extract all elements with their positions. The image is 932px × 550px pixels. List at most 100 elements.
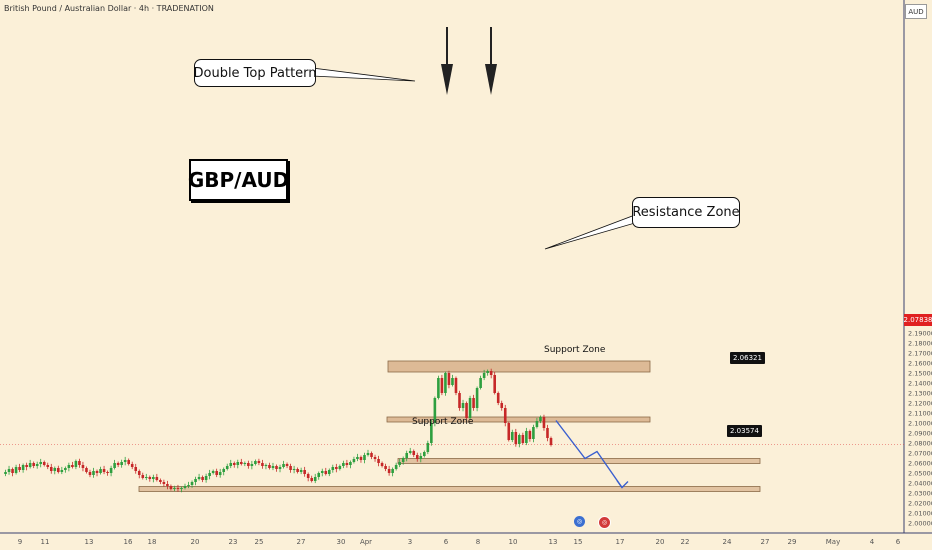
x-tick-label: 6: [444, 538, 449, 546]
top-arrow-head-0: [441, 64, 453, 95]
y-tick-label: 2.15000: [908, 370, 932, 378]
candle-body: [183, 486, 187, 488]
candle-body: [398, 462, 401, 465]
y-tick-label: 2.19000: [908, 330, 932, 338]
currency-label[interactable]: AUD: [905, 4, 927, 19]
chart-header-title: British Pound / Australian Dollar · 4h ·…: [4, 4, 214, 13]
candle-body: [49, 467, 53, 471]
y-tick-label: 2.17000: [908, 350, 932, 358]
candle-body: [363, 455, 366, 460]
candle-body: [440, 378, 444, 393]
double-top-callout[interactable]: Double Top Pattern: [193, 59, 317, 87]
candle-body: [243, 463, 247, 464]
x-tick-label: 18: [148, 538, 157, 546]
candle-body: [423, 452, 426, 456]
candle-body: [345, 463, 349, 465]
candle-body: [236, 462, 240, 465]
candle-body: [377, 459, 380, 463]
candle-body: [152, 477, 155, 479]
candle-body: [169, 486, 173, 489]
candle-body: [335, 467, 338, 469]
candle-body: [194, 479, 197, 482]
candle-body: [373, 457, 377, 459]
candle-body: [486, 371, 489, 373]
candle-body: [296, 469, 299, 472]
candle-body: [74, 461, 78, 467]
candle-body: [190, 482, 194, 485]
candle-body: [268, 465, 271, 468]
y-tick-label: 2.14000: [908, 380, 932, 388]
x-tick-label: 22: [681, 538, 690, 546]
candle-body: [518, 435, 521, 444]
candle-body: [130, 464, 134, 467]
candle-body: [187, 485, 190, 486]
candle-body: [356, 457, 359, 459]
candle-body: [472, 398, 475, 408]
zone-rect-0: [387, 360, 651, 373]
x-tick-label: 20: [656, 538, 665, 546]
candle-body: [166, 484, 169, 486]
candle-body: [342, 463, 345, 466]
candle-body: [539, 417, 542, 421]
candle-body: [496, 393, 500, 403]
candle-body: [546, 428, 549, 438]
candle-body: [532, 427, 535, 439]
candle-body: [222, 469, 226, 472]
x-tick-label: 29: [788, 538, 797, 546]
flag-us-icon[interactable]: ◎: [574, 516, 585, 527]
candle-body: [78, 461, 81, 465]
candle-body: [549, 438, 553, 445]
flag-au-icon[interactable]: ◎: [598, 516, 611, 529]
candle-body: [67, 465, 71, 468]
candle-body: [500, 403, 504, 408]
candle-body: [32, 463, 35, 466]
candle-body: [447, 373, 451, 385]
y-tick-label: 2.11000: [908, 410, 932, 418]
candle-body: [331, 467, 335, 470]
candle-body: [482, 373, 486, 378]
candle-body: [306, 474, 310, 478]
candle-body: [88, 472, 92, 475]
candle-body: [359, 457, 363, 460]
y-tick-label: 2.09000: [908, 430, 932, 438]
y-tick-label: 2.04000: [908, 480, 932, 488]
candle-body: [503, 408, 507, 423]
candle-body: [261, 463, 264, 466]
candle-body: [155, 477, 159, 480]
candle-body: [250, 464, 254, 466]
candle-body: [430, 423, 433, 443]
candle-body: [303, 470, 306, 474]
candle-body: [141, 475, 145, 478]
candle-body: [408, 451, 412, 453]
candle-body: [479, 378, 482, 388]
top-arrow-head-1: [485, 64, 497, 95]
candle-body: [292, 469, 296, 470]
candle-body: [493, 375, 496, 393]
candle-body: [109, 468, 113, 473]
x-tick-label: Apr: [360, 538, 372, 546]
candle-body: [159, 480, 162, 482]
candle-body: [278, 467, 282, 469]
candle-body: [521, 435, 525, 443]
candle-body: [85, 468, 88, 472]
resistance-zone-callout[interactable]: Resistance Zone: [632, 197, 740, 228]
y-tick-label: 2.00000: [908, 520, 932, 528]
candle-body: [39, 462, 43, 464]
candle-body: [405, 453, 409, 458]
support-lower-price-tag: 2.03574: [727, 425, 762, 437]
candle-body: [106, 472, 109, 473]
y-tick-label: 2.18000: [908, 340, 932, 348]
candle-body: [162, 482, 166, 484]
x-tick-label: 15: [574, 538, 583, 546]
candle-body: [57, 468, 60, 472]
candle-body: [299, 470, 303, 472]
y-tick-label: 2.10000: [908, 420, 932, 428]
x-tick-label: 25: [255, 538, 264, 546]
zone-rect-3: [138, 486, 761, 492]
symbol-label[interactable]: GBP/AUD: [188, 159, 289, 201]
candle-body: [173, 488, 176, 489]
y-tick-label: 2.01000: [908, 510, 932, 518]
candle-body: [437, 378, 440, 398]
candle-body: [451, 378, 454, 385]
